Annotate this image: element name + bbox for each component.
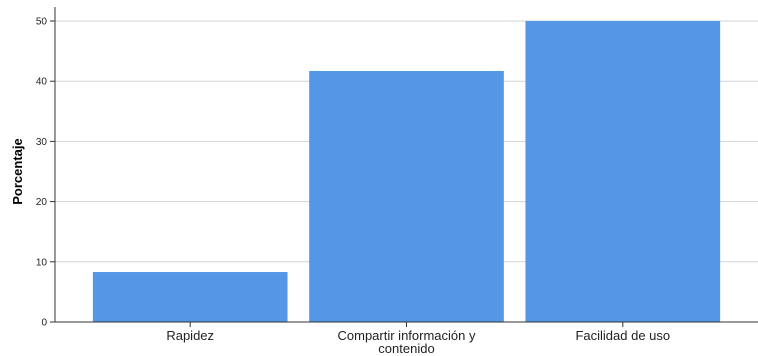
y-ticks: 0 10 20 30 40 50 (36, 17, 55, 329)
y-tick-label: 30 (36, 137, 48, 148)
y-tick-label: 20 (36, 197, 48, 208)
bars (92, 21, 721, 322)
y-axis-label: Porcentaje (10, 138, 25, 204)
bar (525, 21, 721, 322)
y-tick-label: 10 (36, 257, 48, 268)
x-tick-label: Facilidad de uso (575, 328, 670, 343)
y-tick-label: 40 (36, 77, 48, 88)
y-tick-label: 0 (41, 318, 47, 329)
x-tick-label: Compartir información y contenido (338, 328, 476, 356)
y-tick-label: 50 (36, 17, 48, 28)
x-ticks: Rapidez Compartir información y contenido F… (166, 322, 670, 356)
bar (309, 70, 504, 322)
x-tick-label: Rapidez (166, 328, 214, 343)
bar (92, 272, 288, 322)
